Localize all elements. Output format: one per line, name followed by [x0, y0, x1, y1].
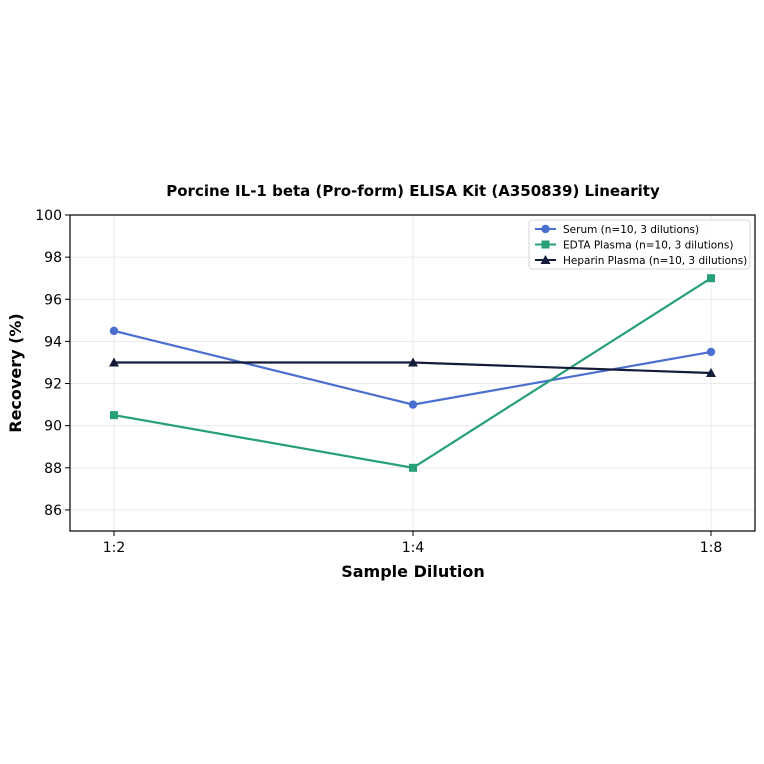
series-2-point [408, 357, 418, 367]
legend: Serum (n=10, 3 dilutions) EDTA Plasma (n=… [528, 219, 751, 270]
series-line-1 [113, 277, 712, 469]
legend-box [528, 219, 751, 270]
legend-label-0: Serum (n=10, 3 dilutions) [563, 224, 699, 236]
x-axis-label: Sample Dilution [341, 562, 485, 581]
y-tick-label: 86 [44, 503, 62, 519]
y-tick-label: 100 [35, 208, 62, 224]
y-tick-label: 94 [44, 334, 62, 350]
series-2-point [109, 357, 119, 367]
series-0-point [109, 326, 119, 336]
legend-label-1: EDTA Plasma (n=10, 3 dilutions) [563, 240, 733, 252]
chart-title: Porcine IL-1 beta (Pro-form) ELISA Kit (… [166, 182, 660, 200]
series-markers [109, 274, 716, 472]
x-tick-label: 1:2 [103, 540, 126, 556]
y-axis-label: Recovery (%) [6, 313, 25, 432]
legend-marker-0 [541, 224, 550, 234]
y-tick-label: 88 [44, 461, 62, 477]
series-line-0 [113, 329, 712, 406]
x-axis-ticks: 1:2 1:4 1:8 [103, 531, 723, 556]
x-tick-label: 1:8 [700, 540, 723, 556]
series-1-point [707, 274, 715, 283]
series-lines [113, 277, 712, 469]
y-tick-label: 90 [44, 419, 62, 435]
series-1-point [409, 463, 417, 472]
y-tick-label: 98 [44, 250, 62, 266]
series-2-point [706, 368, 716, 377]
series-0-point [706, 347, 716, 357]
series-0-point [408, 400, 418, 409]
y-axis-ticks: 86 88 90 92 94 96 98 100 [35, 208, 70, 519]
y-tick-label: 96 [44, 292, 62, 308]
legend-marker-1 [541, 240, 550, 249]
y-tick-label: 92 [44, 377, 62, 393]
legend-label-2: Heparin Plasma (n=10, 3 dilutions) [563, 255, 747, 267]
legend-marker-2 [540, 255, 551, 264]
series-1-point [110, 411, 118, 420]
x-tick-label: 1:4 [402, 540, 425, 556]
